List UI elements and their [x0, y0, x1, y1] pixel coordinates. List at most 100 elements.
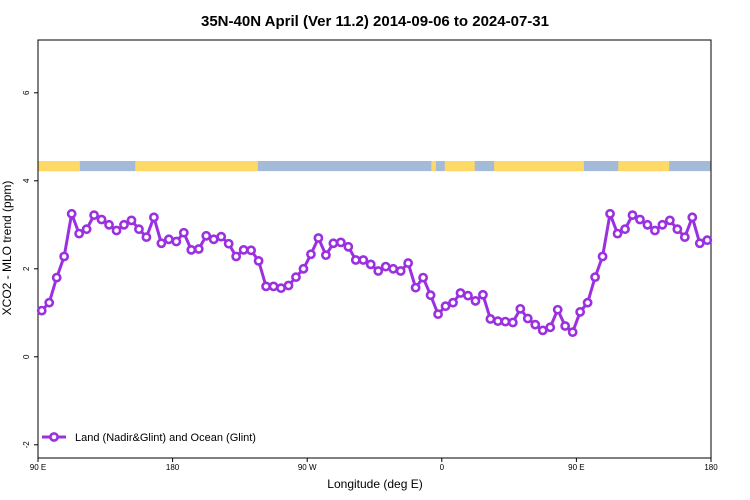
data-point-31: [268, 281, 279, 292]
x-tick-label-1: 180: [166, 463, 180, 472]
data-point-70: [560, 321, 571, 331]
data-point-48: [395, 266, 406, 276]
land-segment-2: [431, 161, 436, 172]
data-point-73: [582, 297, 593, 308]
x-tick-label-5: 180: [704, 463, 718, 472]
data-point-33: [283, 280, 294, 291]
data-point-67: [537, 325, 548, 336]
data-point-46: [380, 261, 391, 272]
data-point-86: [679, 232, 690, 243]
data-point-40: [335, 237, 346, 248]
data-point-7: [89, 210, 99, 221]
plot-frame: [37, 39, 712, 459]
data-point-64: [515, 303, 526, 314]
ocean-band: [38, 161, 711, 172]
data-point-39: [328, 238, 339, 249]
y-axis-label: XCO2 - MLO trend (ppm): [0, 181, 14, 316]
y-tick-label-2: 2: [22, 266, 31, 271]
legend-label: Land (Nadir&Glint) and Ocean (Glint): [75, 432, 256, 444]
y-tick-label-0: -2: [22, 441, 31, 449]
data-point-88: [694, 238, 705, 249]
data-point-16: [156, 238, 167, 249]
data-point-55: [448, 297, 458, 308]
chart-title: 35N-40N April (Ver 11.2) 2014-09-06 to 2…: [201, 13, 549, 30]
data-point-45: [373, 266, 384, 276]
data-point-1: [44, 297, 55, 308]
data-point-4: [66, 208, 77, 219]
data-point-24: [216, 231, 227, 242]
data-point-29: [253, 255, 264, 266]
data-point-54: [440, 301, 451, 312]
data-point-76: [605, 208, 615, 219]
data-point-59: [478, 289, 488, 300]
data-point-12: [126, 215, 137, 226]
data-point-13: [134, 224, 144, 235]
data-point-10: [111, 225, 122, 236]
data-point-78: [620, 224, 630, 235]
data-point-3: [59, 251, 70, 262]
x-tick-label-0: 90 E: [30, 463, 46, 472]
data-point-15: [149, 212, 159, 223]
x-tick-label-3: 0: [440, 463, 445, 472]
data-point-30: [261, 281, 271, 292]
data-point-38: [320, 250, 331, 261]
data-point-26: [231, 251, 242, 262]
data-point-0: [36, 305, 47, 316]
data-point-49: [403, 258, 414, 268]
data-point-89: [702, 235, 713, 246]
data-point-69: [552, 304, 563, 315]
data-point-6: [81, 224, 92, 235]
land-segment-0: [38, 161, 80, 172]
data-point-5: [74, 228, 85, 239]
legend: Land (Nadir&Glint) and Ocean (Glint): [42, 432, 256, 444]
data-point-71: [567, 327, 578, 338]
data-point-83: [657, 219, 668, 230]
data-point-51: [418, 272, 429, 283]
data-point-80: [635, 214, 645, 225]
data-point-8: [96, 214, 107, 225]
data-point-35: [298, 263, 309, 274]
data-point-2: [51, 272, 62, 283]
data-point-27: [238, 244, 249, 255]
data-point-42: [350, 255, 361, 265]
data-point-75: [597, 251, 608, 262]
data-point-52: [425, 290, 436, 301]
data-point-36: [306, 249, 316, 260]
data-point-21: [193, 244, 204, 254]
land-ocean-strip: [38, 161, 711, 172]
data-point-68: [545, 322, 556, 333]
data-point-87: [687, 212, 698, 223]
data-point-18: [171, 236, 182, 247]
data-point-43: [358, 255, 369, 265]
data-point-65: [522, 313, 533, 324]
data-point-37: [313, 233, 324, 243]
data-point-77: [612, 228, 623, 239]
data-point-60: [485, 314, 496, 324]
data-point-79: [627, 210, 638, 221]
land-segment-3: [444, 161, 475, 172]
data-point-17: [163, 234, 174, 245]
data-point-57: [463, 290, 473, 301]
x-tick-label-2: 90 W: [298, 463, 317, 472]
legend-marker: [49, 432, 59, 442]
data-point-9: [104, 219, 114, 230]
axes: 90 E 180 90 W 0 90 E 180 -2 0 2 4 6: [22, 39, 718, 472]
y-tick-label-1: 0: [22, 354, 31, 359]
data-point-47: [388, 263, 399, 274]
data-point-58: [470, 296, 481, 306]
data-point-34: [291, 272, 301, 283]
data-point-20: [186, 244, 197, 255]
data-point-56: [455, 288, 466, 298]
data-point-81: [642, 219, 653, 230]
data-point-14: [141, 232, 152, 243]
data-point-23: [208, 234, 219, 245]
y-tick-label-4: 6: [22, 90, 31, 95]
data-point-53: [433, 309, 443, 320]
land-segment-4: [494, 161, 584, 172]
data-point-32: [276, 283, 286, 294]
data-point-63: [507, 317, 518, 328]
data-point-22: [201, 230, 212, 241]
data-point-28: [246, 245, 257, 256]
data-point-25: [223, 238, 234, 249]
data-point-11: [119, 219, 129, 230]
